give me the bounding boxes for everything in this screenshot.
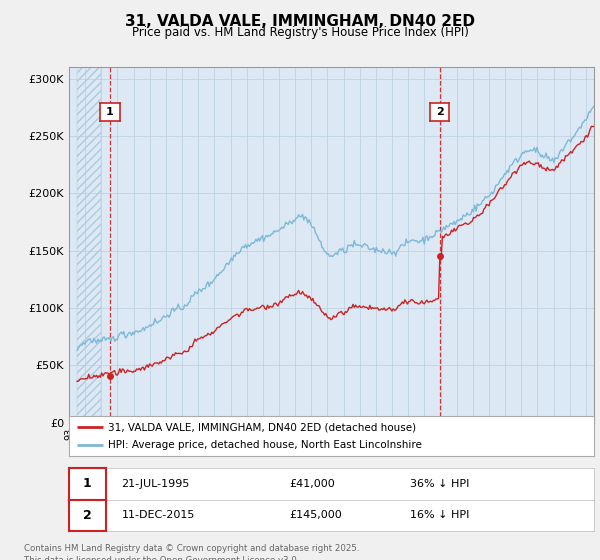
Text: HPI: Average price, detached house, North East Lincolnshire: HPI: Average price, detached house, Nort… xyxy=(109,440,422,450)
Text: 1: 1 xyxy=(106,106,114,116)
Text: £41,000: £41,000 xyxy=(290,479,335,489)
Text: 36% ↓ HPI: 36% ↓ HPI xyxy=(410,479,470,489)
Text: 1: 1 xyxy=(83,477,92,491)
Text: 11-DEC-2015: 11-DEC-2015 xyxy=(121,510,195,520)
Text: Contains HM Land Registry data © Crown copyright and database right 2025.
This d: Contains HM Land Registry data © Crown c… xyxy=(24,544,359,560)
Text: 2: 2 xyxy=(83,508,92,522)
Text: 31, VALDA VALE, IMMINGHAM, DN40 2ED (detached house): 31, VALDA VALE, IMMINGHAM, DN40 2ED (det… xyxy=(109,422,416,432)
Text: 16% ↓ HPI: 16% ↓ HPI xyxy=(410,510,470,520)
Text: 31, VALDA VALE, IMMINGHAM, DN40 2ED: 31, VALDA VALE, IMMINGHAM, DN40 2ED xyxy=(125,14,475,29)
Text: £145,000: £145,000 xyxy=(290,510,342,520)
Text: Price paid vs. HM Land Registry's House Price Index (HPI): Price paid vs. HM Land Registry's House … xyxy=(131,26,469,39)
Text: 2: 2 xyxy=(436,106,444,116)
Text: 21-JUL-1995: 21-JUL-1995 xyxy=(121,479,190,489)
